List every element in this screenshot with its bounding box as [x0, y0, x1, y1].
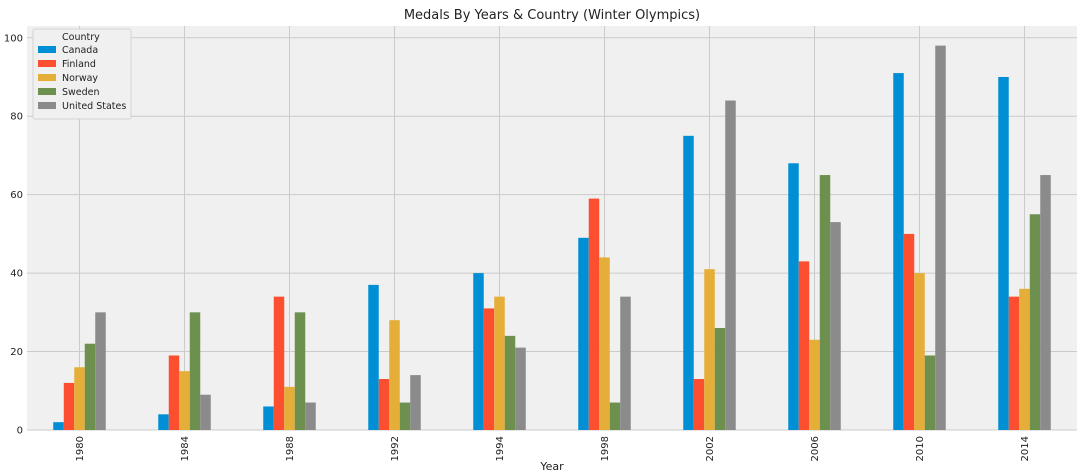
bar-sweden-1988 — [294, 312, 306, 430]
bar-finland-2002 — [693, 379, 705, 430]
bar-finland-2014 — [1008, 296, 1020, 430]
bar-canada-1994 — [473, 273, 484, 430]
bar-sweden-1992 — [399, 402, 411, 430]
bar-finland-2006 — [798, 261, 810, 430]
legend-swatch — [38, 74, 56, 81]
bar-canada-1984 — [158, 414, 169, 430]
bar-united-states-2002 — [725, 100, 736, 431]
x-ticks: 1980 1984 1988 1992 1994 1998 2002 2006 2010 2014 — [75, 436, 1031, 461]
legend-items: Canada Finland Norway Sweden United States — [38, 45, 126, 112]
bar-canada-2010 — [893, 73, 904, 430]
x-tick-label: 1980 — [75, 436, 86, 461]
bar-sweden-2010 — [924, 355, 936, 430]
bar-finland-2010 — [903, 233, 915, 430]
bars — [53, 45, 1051, 431]
chart-title: Medals By Years & Country (Winter Olympi… — [404, 8, 700, 23]
bar-finland-1992 — [378, 379, 390, 430]
bar-united-states-1992 — [410, 375, 421, 430]
legend-swatch — [38, 60, 56, 67]
bar-canada-1980 — [53, 422, 64, 430]
x-tick-label: 2014 — [1020, 436, 1031, 461]
bar-finland-1994 — [483, 308, 495, 430]
bar-finland-1988 — [273, 296, 285, 430]
y-tick-label: 80 — [10, 112, 23, 123]
bar-canada-1992 — [368, 284, 379, 430]
legend-title: Country — [62, 32, 100, 43]
legend-label: Norway — [62, 73, 98, 84]
bar-norway-1994 — [494, 296, 505, 430]
x-tick-label: 1988 — [285, 436, 296, 461]
legend-label: Canada — [62, 45, 98, 56]
bar-norway-2002 — [704, 269, 715, 430]
x-tick-label: 2010 — [915, 436, 926, 461]
bar-sweden-2014 — [1029, 214, 1041, 430]
bar-sweden-2006 — [819, 175, 831, 430]
bar-finland-1998 — [588, 198, 600, 430]
legend-label: Finland — [62, 59, 96, 70]
bar-norway-1998 — [599, 257, 610, 430]
y-ticks: 0 20 40 60 80 100 — [4, 33, 23, 436]
bar-norway-2010 — [914, 273, 925, 430]
bar-norway-1984 — [179, 371, 190, 430]
legend-label: Sweden — [62, 87, 100, 98]
x-tick-label: 1994 — [495, 436, 506, 461]
bar-united-states-2014 — [1040, 175, 1051, 430]
bar-united-states-1984 — [200, 394, 211, 430]
bar-canada-1998 — [578, 237, 589, 430]
bar-united-states-1988 — [305, 402, 316, 430]
bar-sweden-1998 — [609, 402, 621, 430]
bar-united-states-2006 — [830, 222, 841, 430]
bar-norway-1980 — [74, 367, 85, 430]
x-tick-label: 1998 — [600, 436, 611, 461]
bar-norway-2006 — [809, 339, 820, 430]
bar-norway-2014 — [1019, 288, 1030, 430]
bar-canada-2014 — [998, 76, 1009, 430]
x-tick-label: 1992 — [390, 436, 401, 461]
bar-canada-2006 — [788, 163, 799, 430]
bar-sweden-1994 — [504, 335, 516, 430]
legend-box — [32, 28, 132, 120]
bar-norway-1988 — [284, 386, 295, 430]
bar-sweden-1984 — [189, 312, 201, 430]
bar-canada-2002 — [683, 135, 694, 430]
bar-sweden-2002 — [714, 328, 726, 430]
legend-label: United States — [62, 101, 126, 112]
bar-norway-1992 — [389, 320, 400, 430]
bar-united-states-1998 — [620, 296, 631, 430]
bar-finland-1984 — [168, 355, 180, 430]
y-tick-label: 20 — [10, 347, 23, 358]
y-tick-label: 100 — [4, 33, 23, 44]
legend: Country Canada Finland Norway Sweden United … — [32, 28, 132, 120]
bar-united-states-1994 — [515, 347, 526, 430]
legend-swatch — [38, 88, 56, 95]
bar-finland-1980 — [63, 382, 75, 430]
legend-swatch — [38, 102, 56, 109]
x-tick-label: 1984 — [180, 436, 191, 461]
bar-united-states-2010 — [935, 45, 946, 431]
y-tick-label: 60 — [10, 190, 23, 201]
x-tick-label: 2002 — [705, 436, 716, 461]
bar-united-states-1980 — [95, 312, 106, 430]
bar-sweden-1980 — [84, 343, 96, 430]
x-axis-label: Year — [539, 460, 564, 473]
legend-swatch — [38, 46, 56, 53]
x-tick-label: 2006 — [810, 436, 821, 461]
y-tick-label: 40 — [10, 269, 23, 280]
y-tick-label: 0 — [17, 426, 23, 437]
bar-canada-1988 — [263, 406, 274, 430]
